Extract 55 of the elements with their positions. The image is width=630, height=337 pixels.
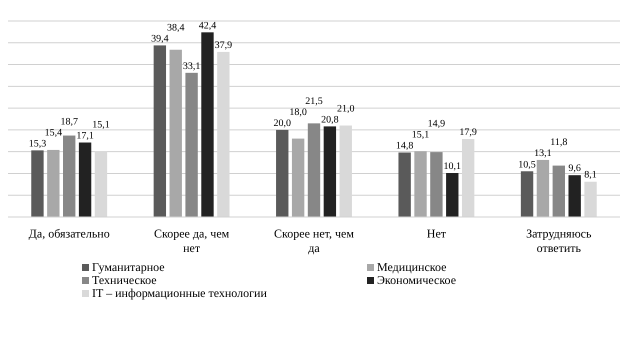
data-label: 42,4	[198, 20, 216, 32]
data-label: 20,0	[274, 118, 291, 129]
bar	[446, 173, 458, 217]
legend-label: Техническое	[92, 273, 157, 287]
data-label: 17,9	[459, 127, 477, 138]
x-tick-label: Затрудняюсь ответить	[526, 226, 592, 255]
bar	[552, 166, 565, 217]
bar	[568, 175, 581, 217]
data-label: 38,4	[166, 22, 184, 34]
x-tick-label: Да, обязательно	[28, 226, 110, 241]
data-label: 10,1	[444, 161, 462, 172]
data-label: 15,4	[44, 127, 62, 138]
bar	[520, 171, 534, 217]
bar	[308, 123, 320, 217]
bar	[47, 150, 60, 217]
bar	[31, 150, 44, 217]
bar	[185, 72, 198, 217]
bar	[430, 152, 443, 217]
bar	[276, 130, 288, 217]
bar	[170, 50, 182, 217]
data-label: 37,9	[214, 40, 232, 51]
data-label: 15,1	[412, 130, 430, 141]
data-label: 11,8	[550, 136, 568, 148]
bar	[414, 151, 427, 217]
data-label: 33,1	[182, 60, 200, 72]
data-label: 15,1	[92, 120, 110, 131]
bar	[292, 138, 304, 217]
bar	[63, 136, 76, 217]
data-label: 18,7	[60, 116, 78, 128]
data-label: 8,1	[584, 170, 597, 181]
data-label: 9,6	[568, 163, 581, 174]
legend-label: Экономическое	[377, 273, 456, 287]
data-label: 21,5	[305, 96, 323, 107]
data-label: 14,8	[396, 140, 414, 152]
bar	[201, 32, 214, 217]
legend-label: Медицинское	[377, 260, 446, 274]
bar	[536, 160, 550, 217]
data-label: 39,4	[151, 33, 169, 44]
legend-label: IT – информационные технологии	[92, 286, 268, 300]
data-label: 15,3	[28, 138, 46, 150]
x-tick-label: Нет	[426, 226, 447, 241]
legend-label: Гуманитарное	[92, 260, 165, 274]
x-tick-label: Скорее да, чем нет	[154, 226, 230, 255]
bar	[324, 126, 336, 217]
x-tick-label: Скорее нет, чем да	[274, 226, 354, 255]
data-label: 21,0	[337, 103, 354, 114]
data-label: 14,9	[428, 118, 446, 130]
bar	[78, 142, 92, 217]
data-label: 13,1	[534, 148, 552, 159]
data-label: 17,1	[76, 130, 94, 142]
bar	[398, 152, 411, 217]
bar	[154, 45, 166, 217]
data-label: 20,8	[321, 114, 339, 126]
data-label: 18,0	[289, 106, 307, 118]
data-label: 10,5	[518, 159, 536, 170]
